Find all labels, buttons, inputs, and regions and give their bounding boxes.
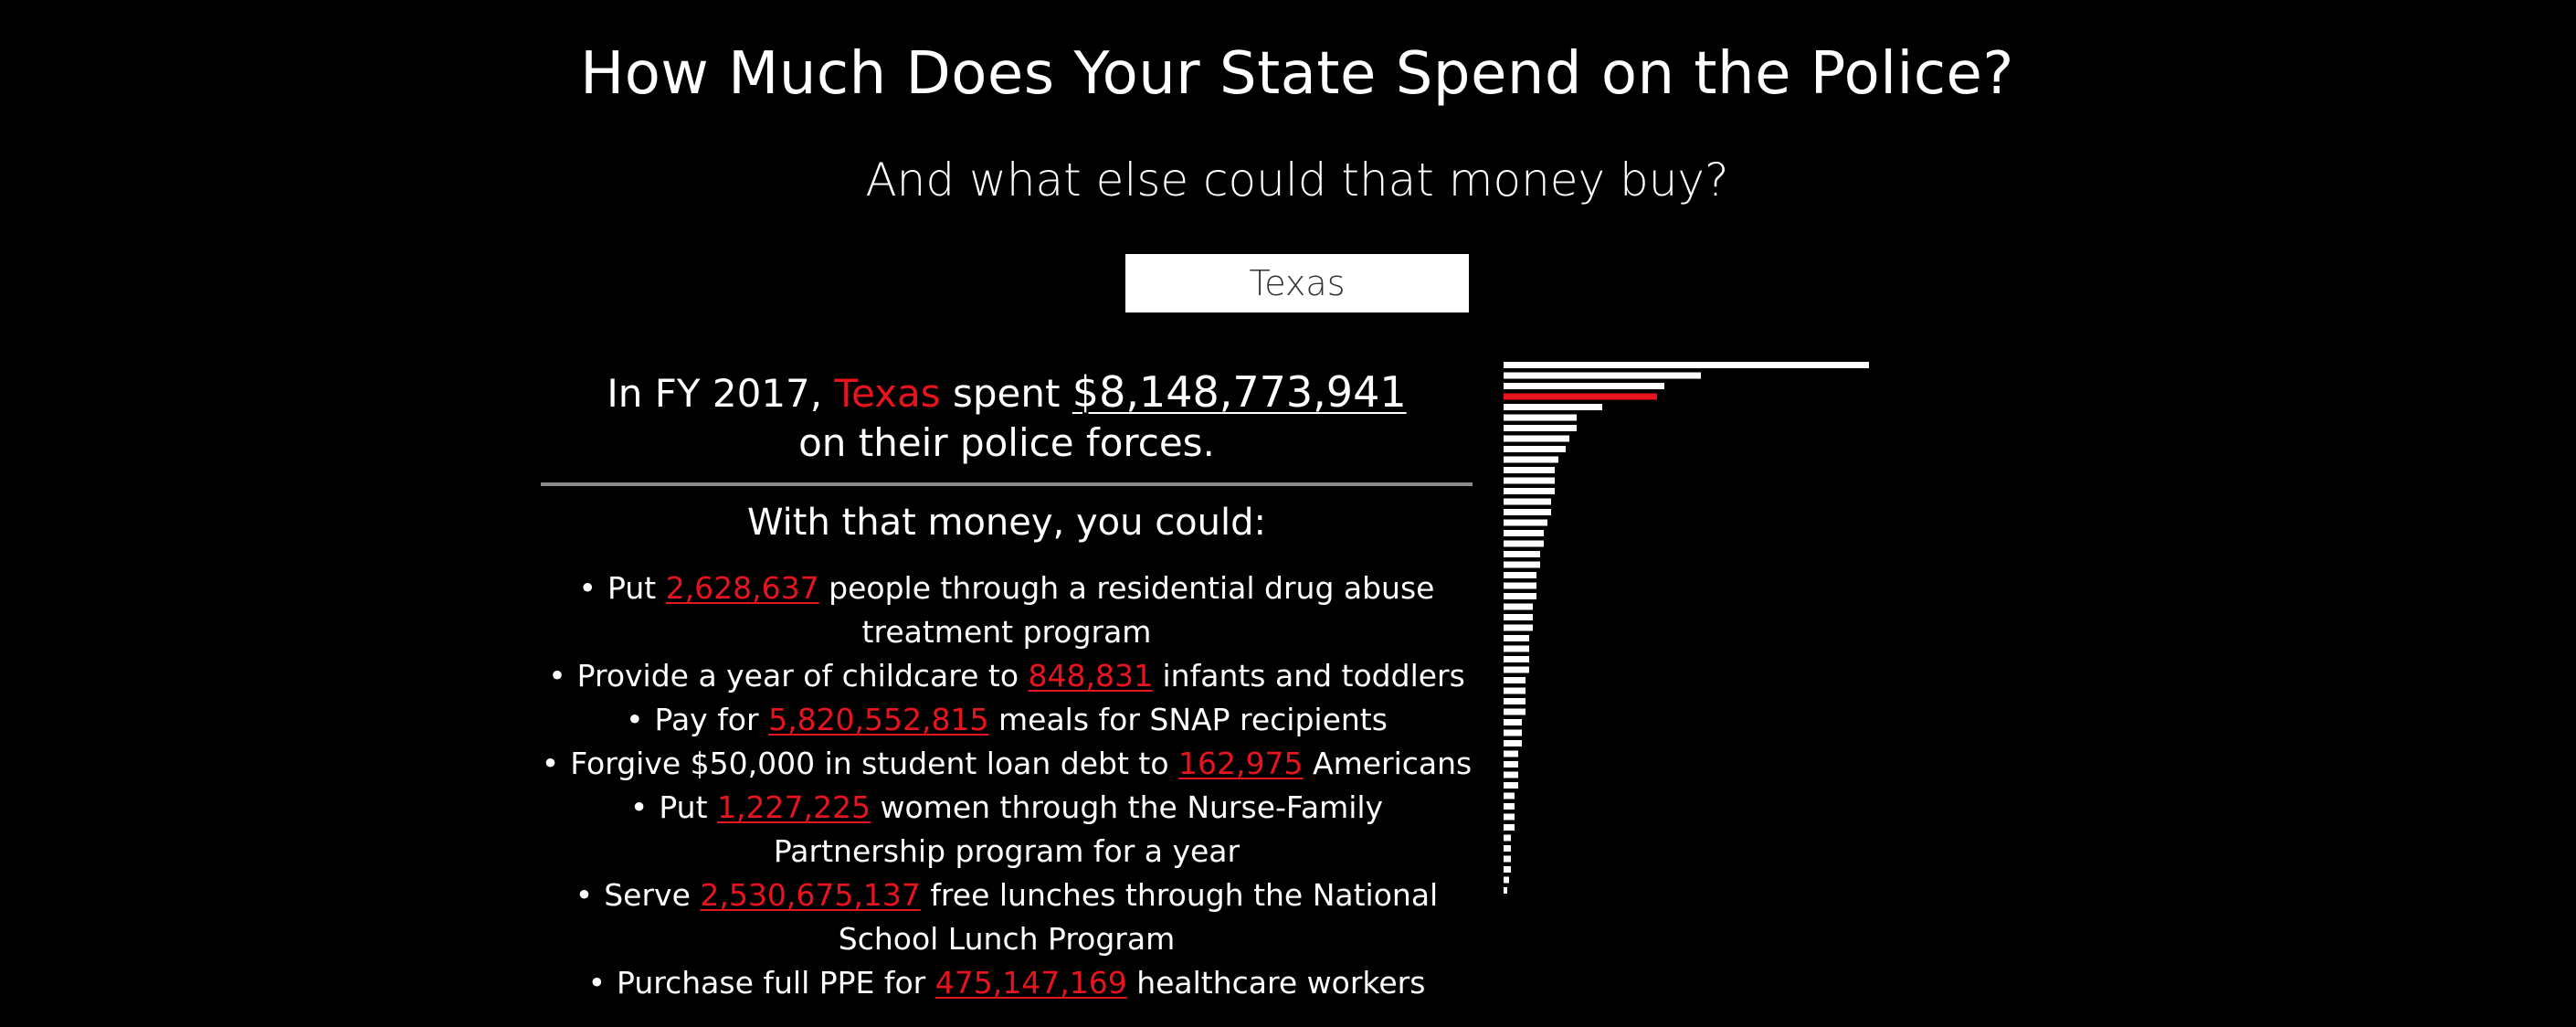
bar[interactable] [1504,855,1511,863]
item-text-before: Put [607,570,657,606]
bar[interactable] [1504,614,1533,620]
summary-state-name: Texas [834,371,941,416]
item-value-link[interactable]: 475,147,169 [934,965,1127,1001]
bar[interactable] [1504,824,1515,831]
item-text-after: infants and toddlers [1162,658,1465,693]
divider [541,482,1473,486]
bar[interactable] [1504,792,1515,799]
bar[interactable] [1504,372,1701,379]
item-text-before: Serve [604,877,691,913]
bar[interactable] [1504,803,1515,810]
page-subtitle: And what else could that money buy? [865,154,1729,206]
item-text-before: Pay for [654,702,759,737]
bar[interactable] [1504,593,1536,599]
alternatives-list: Put 2,628,637 people through a residenti… [541,566,1473,1005]
item-value-link[interactable]: 5,820,552,815 [768,702,989,737]
bar-highlighted[interactable] [1504,393,1657,400]
bar[interactable] [1504,887,1507,894]
bar[interactable] [1504,530,1544,536]
bar[interactable] [1504,456,1558,463]
bar[interactable] [1504,582,1536,589]
summary-prefix: In FY 2017, [607,371,823,416]
item-text-after: people through a residential drug abuse … [829,570,1435,650]
summary-verb: spent [952,371,1061,416]
item-text-before: Provide a year of childcare to [576,658,1019,693]
bar[interactable] [1504,572,1536,578]
summary-suffix: on their police forces. [798,420,1215,465]
bar[interactable] [1504,845,1511,852]
bar[interactable] [1504,488,1555,494]
bar[interactable] [1504,740,1522,746]
bar[interactable] [1504,761,1518,768]
item-value-link[interactable]: 1,227,225 [717,789,871,825]
list-item: Serve 2,530,675,137 free lunches through… [541,873,1473,961]
bar[interactable] [1504,782,1518,789]
bar[interactable] [1504,446,1566,452]
item-text-after: meals for SNAP recipients [998,702,1388,737]
bar[interactable] [1504,876,1509,884]
item-text-after: free lunches through the National School… [838,877,1439,957]
item-text-after: healthcare workers [1136,965,1426,1001]
bar[interactable] [1504,677,1526,683]
state-spending-bar-chart [1504,362,1869,894]
item-value-link[interactable]: 2,530,675,137 [700,877,921,913]
item-text-after: Americans [1313,746,1473,781]
bar[interactable] [1504,708,1526,715]
bar[interactable] [1504,425,1577,431]
bar[interactable] [1504,624,1533,631]
bar[interactable] [1504,866,1511,873]
state-select[interactable]: Texas [1125,254,1469,312]
bar[interactable] [1504,656,1529,662]
spending-summary: In FY 2017, Texas spent $8,148,773,941 o… [541,367,1473,468]
item-text-before: Purchase full PPE for [617,965,926,1001]
bar[interactable] [1504,540,1544,547]
bar[interactable] [1504,435,1569,442]
list-item: Put 2,628,637 people through a residenti… [541,566,1473,654]
bar[interactable] [1504,498,1551,505]
bar[interactable] [1504,729,1522,736]
bar[interactable] [1504,687,1526,694]
item-value-link[interactable]: 162,975 [1178,746,1304,781]
list-item: Put 1,227,225 women through the Nurse-Fa… [541,786,1473,873]
bar[interactable] [1504,477,1555,484]
item-value-link[interactable]: 2,628,637 [665,570,819,606]
bar[interactable] [1504,509,1551,515]
bar[interactable] [1504,467,1555,473]
alternatives-heading: With that money, you could: [747,502,1266,544]
bar[interactable] [1504,645,1529,652]
bar[interactable] [1504,834,1511,842]
bar[interactable] [1504,771,1518,778]
bar[interactable] [1504,404,1602,410]
bar[interactable] [1504,698,1526,704]
bar[interactable] [1504,551,1540,557]
bar[interactable] [1504,750,1518,757]
bar[interactable] [1504,414,1577,421]
item-text-after: women through the Nurse-Family Partnersh… [773,789,1384,869]
bar[interactable] [1504,813,1515,821]
list-item: Purchase full PPE for 475,147,169 health… [541,961,1473,1005]
list-item: Forgive $50,000 in student loan debt to … [541,742,1473,786]
bar[interactable] [1504,603,1533,610]
bar[interactable] [1504,519,1547,526]
page-title: How Much Does Your State Spend on the Po… [580,40,2014,108]
item-text-before: Forgive $50,000 in student loan debt to [570,746,1169,781]
item-value-link[interactable]: 848,831 [1028,658,1154,693]
bar[interactable] [1504,362,1869,368]
bar[interactable] [1504,719,1522,725]
item-text-before: Put [659,789,708,825]
bar[interactable] [1504,383,1664,389]
list-item: Provide a year of childcare to 848,831 i… [541,654,1473,698]
summary-amount: $8,148,773,941 [1072,367,1407,417]
bar[interactable] [1504,666,1529,673]
list-item: Pay for 5,820,552,815 meals for SNAP rec… [541,698,1473,742]
bar[interactable] [1504,635,1529,641]
bar[interactable] [1504,561,1540,568]
